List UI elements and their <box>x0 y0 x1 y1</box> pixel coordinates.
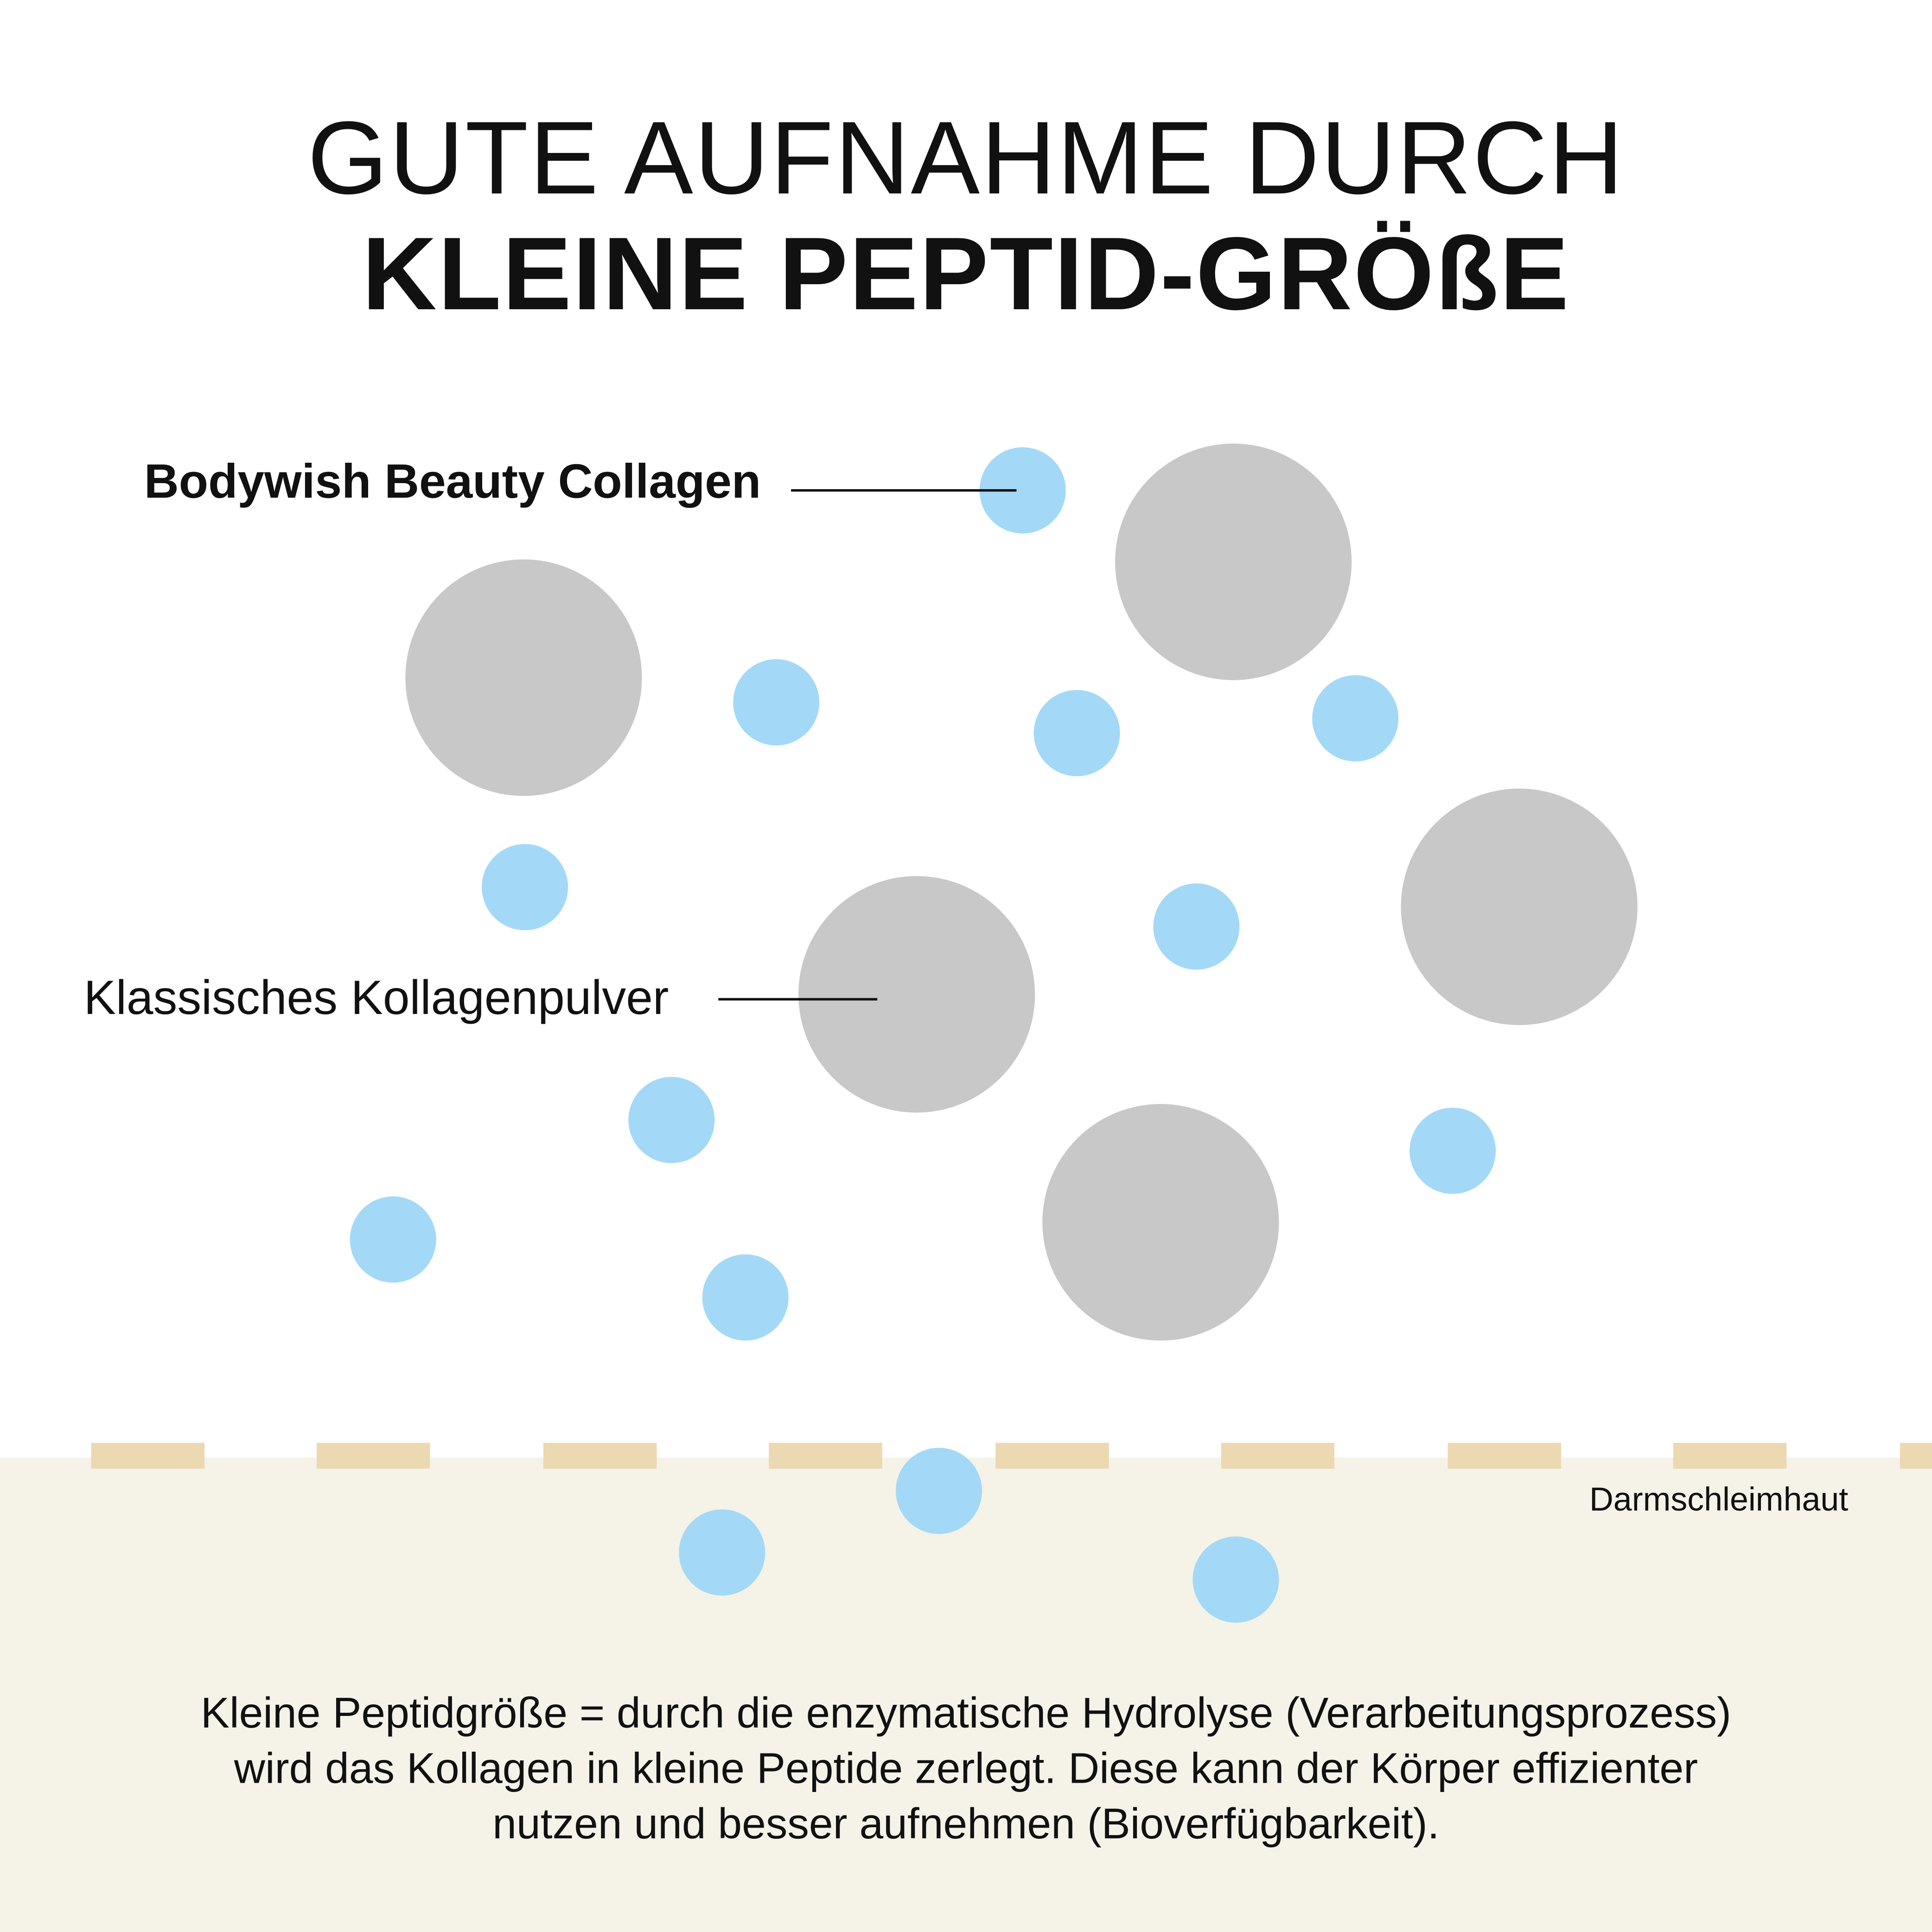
large-peptide-circle <box>405 559 642 796</box>
membrane-dash <box>1221 1442 1335 1469</box>
small-peptide-circle <box>1192 1536 1279 1623</box>
label-membrane: Darmschleimhaut <box>1589 1481 1849 1518</box>
large-peptide-circle <box>1042 1104 1279 1341</box>
small-peptide-circle <box>350 1196 436 1283</box>
label-classic-powder: Klassisches Kollagenpulver <box>83 972 669 1026</box>
large-peptide-circle <box>798 876 1035 1113</box>
membrane-dash <box>316 1442 430 1469</box>
large-peptide-circle <box>1401 788 1638 1026</box>
description-line: wird das Kollagen in kleine Peptide zerl… <box>234 1745 1698 1793</box>
label-bodywish: Bodywish Beauty Collagen <box>144 456 761 509</box>
membrane-dash <box>1900 1442 1932 1469</box>
large-peptide-circle <box>1115 443 1352 680</box>
leader-line-classic <box>718 998 878 1000</box>
membrane-dash <box>543 1442 657 1469</box>
description-line: Kleine Peptidgröße = durch die enzymatis… <box>200 1689 1731 1738</box>
small-peptide-circle <box>679 1509 765 1596</box>
small-peptide-circle <box>702 1254 789 1341</box>
membrane-dash <box>1673 1442 1787 1469</box>
small-peptide-circle <box>1033 690 1120 777</box>
membrane-dash <box>1447 1442 1562 1469</box>
description-line: nutzen und besser aufnehmen (Bioverfügba… <box>492 1800 1440 1849</box>
small-peptide-circle <box>482 844 568 931</box>
small-peptide-circle <box>1409 1108 1496 1194</box>
small-peptide-circle <box>733 659 820 746</box>
membrane-dash <box>995 1442 1109 1469</box>
leader-line-bodywish <box>791 489 1017 491</box>
intestine-area <box>0 1457 1932 1932</box>
membrane-dash <box>91 1442 205 1469</box>
membrane-dash <box>769 1442 882 1469</box>
small-peptide-circle <box>896 1447 982 1534</box>
title-line-2: KLEINE PEPTID-GRÖßE <box>362 216 1570 332</box>
small-peptide-circle <box>1153 883 1240 970</box>
title-line-1: GUTE AUFNAHME DURCH <box>307 100 1625 216</box>
description: Kleine Peptidgröße = durch die enzymatis… <box>0 1685 1932 1852</box>
small-peptide-circle <box>1312 675 1399 762</box>
small-peptide-circle <box>628 1077 715 1163</box>
